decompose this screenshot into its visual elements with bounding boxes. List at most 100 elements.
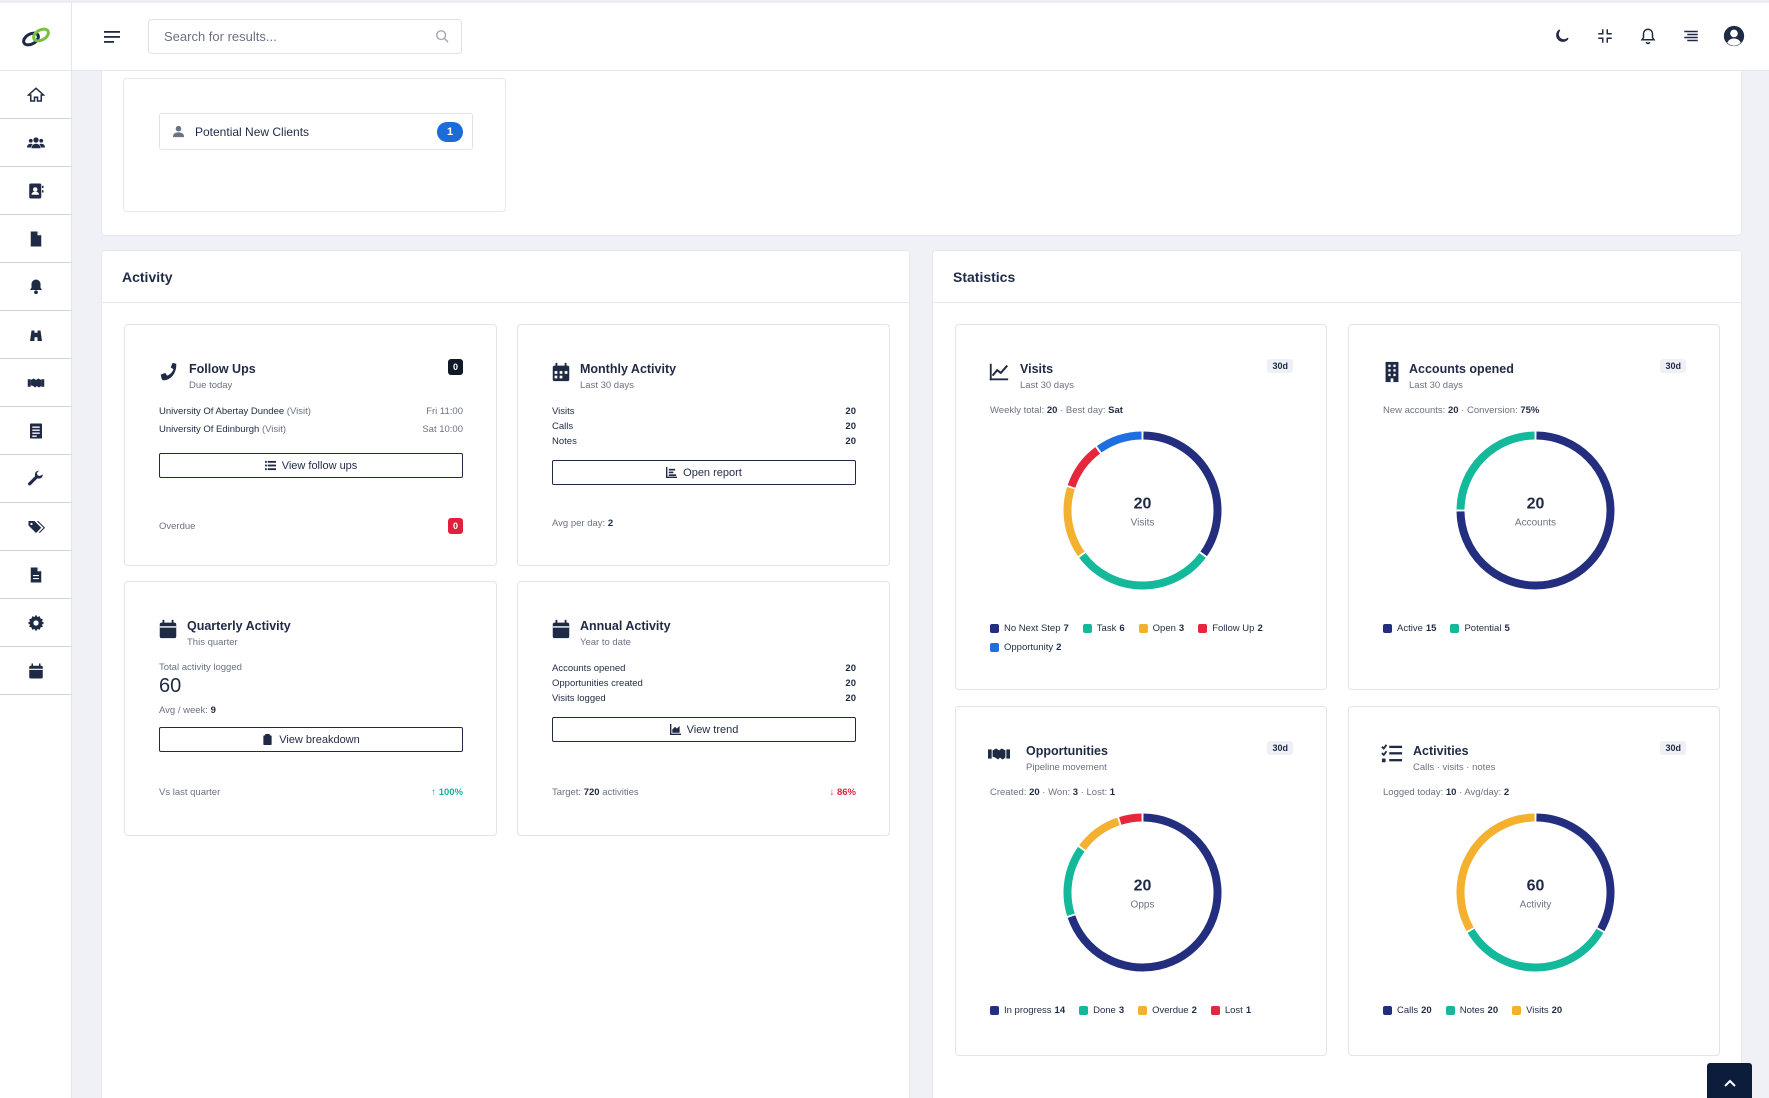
stat-value: 20 [845, 678, 856, 689]
clipboard-icon [263, 734, 272, 745]
arrow-up-icon: ↑ [431, 787, 437, 798]
binoculars-icon [29, 330, 42, 341]
user-avatar[interactable] [1723, 25, 1745, 47]
potential-clients-count: 1 [437, 122, 463, 142]
visits-legend: No Next Step 7 Task 6 Open 3 Follow Up 2 Opportu… [990, 623, 1290, 661]
legend-item[interactable]: Active 15 [1383, 623, 1436, 634]
donut-segment [1063, 846, 1085, 916]
opportunities-legend: In progress 14 Done 3 Overdue 2 Lost 1 [990, 1005, 1290, 1024]
legend-label: Visits [1526, 1005, 1549, 1016]
nav-users[interactable] [0, 119, 71, 167]
follow-up-row[interactable]: University Of Edinburgh (Visit) Sat 10:0… [159, 424, 463, 435]
card-title: Activities [1413, 744, 1469, 758]
area-chart-icon [669, 724, 681, 735]
legend-value: 3 [1118, 1005, 1125, 1016]
legend-item[interactable]: Overdue 2 [1138, 1005, 1197, 1016]
nav-documents[interactable] [0, 551, 71, 599]
annual-activity-card: Annual Activity Year to date Accounts op… [517, 581, 890, 836]
card-title: Opportunities [1026, 744, 1108, 758]
view-breakdown-button[interactable]: View breakdown [159, 727, 463, 752]
card-title: Visits [1020, 362, 1054, 376]
fullscreen-toggle[interactable] [1594, 25, 1616, 47]
follow-up-time: Fri 11:00 [426, 406, 463, 417]
donut-segment [1467, 928, 1604, 972]
legend-item[interactable]: Opportunity 2 [990, 642, 1061, 653]
button-label: View trend [686, 723, 739, 736]
legend-item[interactable]: In progress 14 [990, 1005, 1065, 1016]
visits-donut-chart: 20 Visits [1063, 431, 1222, 590]
follow-up-time: Sat 10:00 [422, 424, 463, 435]
nav-tags[interactable] [0, 503, 71, 551]
target-suffix: activities [602, 787, 639, 798]
meta-label: Conversion: [1466, 405, 1518, 416]
follow-up-row[interactable]: University Of Abertay Dundee (Visit) Fri… [159, 406, 463, 417]
theme-toggle[interactable] [1551, 25, 1573, 47]
legend-label: Calls [1397, 1005, 1419, 1016]
nav-tools[interactable] [0, 455, 71, 503]
legend-item[interactable]: Notes 20 [1445, 1005, 1498, 1016]
donut-segment [1119, 813, 1142, 825]
legend-item[interactable]: Potential 5 [1450, 623, 1510, 634]
app-logo[interactable] [0, 3, 71, 71]
nav-files[interactable] [0, 215, 71, 263]
bell-icon [29, 279, 42, 294]
nav-lists[interactable] [0, 407, 71, 455]
home-icon [26, 86, 45, 102]
nav-notifications[interactable] [0, 263, 71, 311]
legend-item[interactable]: No Next Step 7 [990, 623, 1069, 634]
nav-home[interactable] [0, 71, 71, 119]
search-input[interactable] [149, 20, 419, 53]
open-report-button[interactable]: Open report [552, 460, 856, 485]
legend-item[interactable]: Done 3 [1079, 1005, 1124, 1016]
activities-donut-chart: 60 Activity [1456, 813, 1615, 972]
view-follow-ups-button[interactable]: View follow ups [159, 453, 463, 478]
card-subtitle: This quarter [187, 637, 238, 648]
bell-icon [1640, 28, 1656, 45]
meta-label: Avg/day: [1464, 787, 1502, 798]
target-label: Target: [552, 787, 582, 798]
card-title: Monthly Activity [580, 362, 677, 376]
avg-week-label: Avg / week: [159, 705, 208, 716]
view-trend-button[interactable]: View trend [552, 717, 856, 742]
button-label: View follow ups [281, 459, 358, 472]
legend-item[interactable]: Visits 20 [1512, 1005, 1562, 1016]
legend-label: Follow Up [1212, 623, 1255, 634]
meta-label: Best day: [1065, 405, 1106, 416]
search-icon[interactable] [435, 29, 449, 43]
nav-settings[interactable] [0, 599, 71, 647]
avg-week: Avg / week: 9 [159, 705, 463, 716]
sidebar [0, 0, 72, 1098]
legend-item[interactable]: Lost 1 [1210, 1005, 1252, 1016]
legend-item[interactable]: Open 3 [1138, 623, 1184, 634]
calendar-icon [550, 361, 572, 383]
donut-segment [1067, 447, 1101, 488]
stat-value: 20 [845, 693, 856, 704]
legend-swatch [1383, 624, 1392, 633]
nav-calendar[interactable] [0, 647, 71, 695]
legend-value: 1 [1245, 1005, 1252, 1016]
legend-item[interactable]: Calls 20 [1383, 1005, 1432, 1016]
right-panel-toggle[interactable] [1680, 25, 1702, 47]
card-meta: New accounts: 20 · Conversion: 75% [1383, 405, 1540, 416]
donut-segment [1063, 487, 1085, 557]
card-subtitle: Last 30 days [1020, 380, 1074, 391]
statistics-panel: Statistics Visits Last 30 days 30d Weekl… [932, 250, 1742, 1098]
legend-swatch [990, 1006, 999, 1015]
menu-toggle-icon[interactable] [102, 27, 122, 47]
calendar-icon [550, 618, 572, 640]
potential-clients-item[interactable]: Potential New Clients 1 [159, 113, 473, 150]
nav-contacts[interactable] [0, 167, 71, 215]
total-label: Total activity logged [159, 662, 242, 673]
nav-deals[interactable] [0, 359, 71, 407]
statistics-title: Statistics [933, 251, 1741, 303]
legend-label: Notes [1459, 1005, 1485, 1016]
compress-icon [1598, 29, 1612, 43]
legend-item[interactable]: Follow Up 2 [1198, 623, 1263, 634]
nav-prospecting[interactable] [0, 311, 71, 359]
scroll-to-top-button[interactable] [1707, 1063, 1752, 1098]
accounts-card: Accounts opened Last 30 days 30d New acc… [1348, 324, 1720, 690]
card-meta: Created: 20 · Won: 3 · Lost: 1 [990, 787, 1116, 798]
notifications-button[interactable] [1637, 25, 1659, 47]
tags-icon [28, 520, 45, 533]
legend-item[interactable]: Task 6 [1082, 623, 1125, 634]
